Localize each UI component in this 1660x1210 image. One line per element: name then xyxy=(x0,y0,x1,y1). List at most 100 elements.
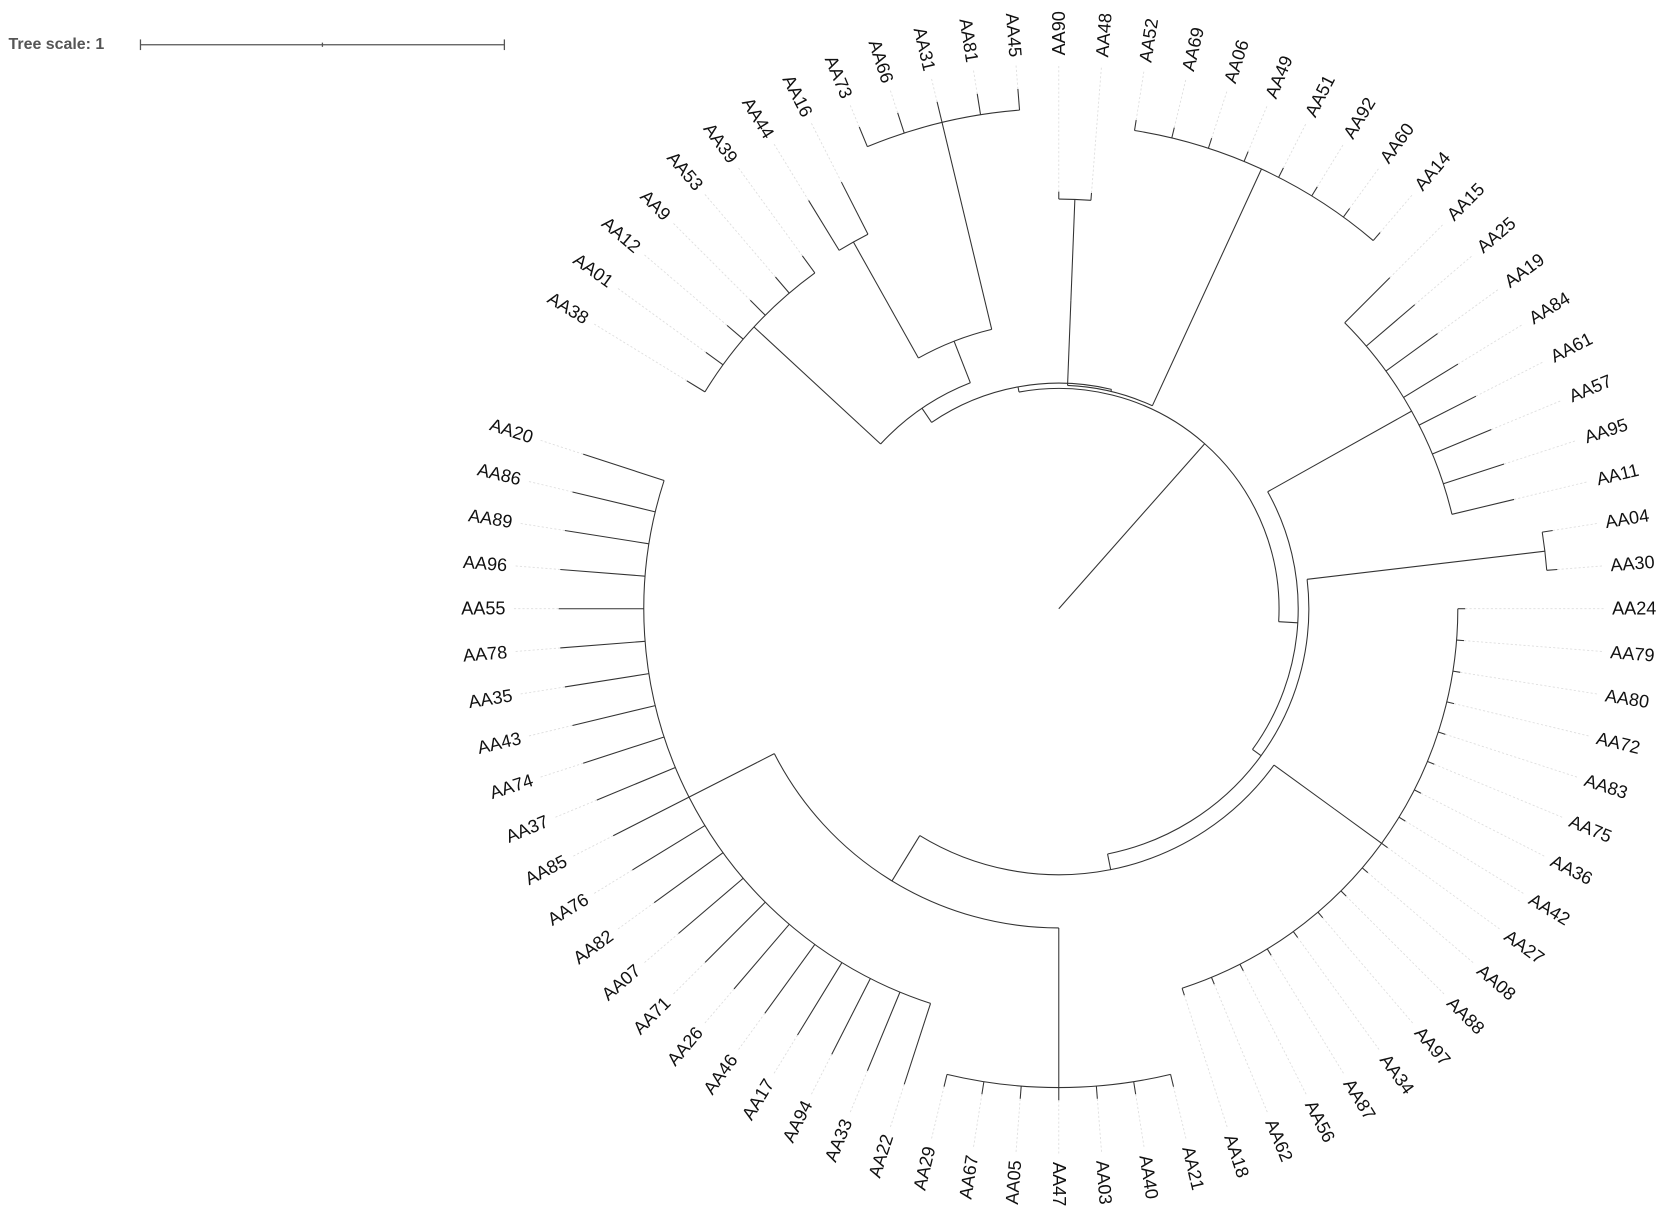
branch-arc xyxy=(1252,491,1299,750)
leaf-guide xyxy=(1513,481,1589,500)
branch xyxy=(1414,789,1422,794)
leaf-guide xyxy=(515,565,561,570)
leaf-guide xyxy=(594,869,633,894)
branch xyxy=(757,753,775,763)
leaf-guide xyxy=(1135,70,1145,121)
leaf-label: AA94 xyxy=(779,1097,817,1145)
leaf-label: AA44 xyxy=(738,94,778,142)
branch xyxy=(859,424,881,445)
branch xyxy=(1443,463,1505,485)
branch xyxy=(840,181,869,235)
leaf-label: AA48 xyxy=(1092,12,1115,58)
leaf-label: AA36 xyxy=(1547,851,1595,889)
branch xyxy=(1095,1086,1098,1099)
branch xyxy=(1210,977,1215,985)
branch xyxy=(1432,429,1492,455)
branch xyxy=(1403,363,1459,398)
branch xyxy=(1385,333,1438,372)
branch xyxy=(1418,395,1477,426)
leaf-guide xyxy=(1015,65,1019,89)
branch-arc xyxy=(773,753,1059,929)
leaf-guide xyxy=(1367,872,1474,963)
leaf-guide xyxy=(1414,254,1474,305)
leaf-label: AA07 xyxy=(598,960,645,1004)
leaf-label: AA95 xyxy=(1582,415,1630,448)
leaf-label: AA72 xyxy=(1594,728,1642,758)
leaf-label: AA37 xyxy=(503,811,552,846)
branch xyxy=(1456,639,1465,642)
leaf-guide xyxy=(890,90,899,113)
leaf-label: AA79 xyxy=(1610,642,1656,665)
leaf-label: AA38 xyxy=(544,288,592,328)
leaf-label: AA86 xyxy=(475,460,523,490)
branch xyxy=(582,453,665,481)
branch xyxy=(1133,119,1137,131)
leaf-label: AA51 xyxy=(1301,72,1339,120)
leaf-label: AA18 xyxy=(1220,1132,1253,1180)
leaf-guide xyxy=(594,323,688,382)
branch xyxy=(831,978,871,1055)
leaf-guide xyxy=(617,288,707,353)
leaf-guide xyxy=(1316,143,1344,188)
branch xyxy=(1070,199,1076,301)
branch xyxy=(775,276,790,294)
branch xyxy=(981,1081,985,1095)
leaf-label: AA15 xyxy=(1443,179,1488,224)
leaf-guide xyxy=(1387,847,1500,930)
leaf-guide xyxy=(528,481,573,493)
leaf-guide xyxy=(1460,671,1597,695)
branch xyxy=(1361,867,1369,874)
branch-arc xyxy=(1018,387,1280,622)
branch xyxy=(612,796,690,837)
leaf-guide xyxy=(1389,223,1445,278)
leaf-guide xyxy=(1552,523,1597,531)
branch xyxy=(686,380,706,393)
branch xyxy=(1438,731,1446,735)
leaf-label: AA55 xyxy=(461,599,505,619)
branch xyxy=(1372,232,1381,241)
branch xyxy=(943,1074,948,1087)
leaf-label: AA12 xyxy=(598,213,645,257)
branch xyxy=(1107,853,1112,870)
branch xyxy=(1542,529,1553,533)
branch xyxy=(560,568,646,577)
branch xyxy=(1239,964,1244,972)
leaf-guide xyxy=(1211,90,1228,139)
leaf-label: AA22 xyxy=(865,1132,898,1180)
branch-arc xyxy=(1107,579,1310,855)
branch-arc xyxy=(838,233,869,251)
leaf-guide xyxy=(644,933,679,963)
branch xyxy=(572,491,656,513)
leaf-label: AA14 xyxy=(1411,148,1455,195)
leaf-guide xyxy=(811,123,842,183)
branch xyxy=(1307,550,1545,580)
leaf-label: AA45 xyxy=(1002,12,1025,58)
leaf-guide xyxy=(1173,1086,1187,1139)
leaf-label: AA42 xyxy=(1525,889,1573,929)
branch xyxy=(582,736,665,764)
branch xyxy=(632,825,706,871)
branch xyxy=(1451,498,1515,515)
branch xyxy=(1090,192,1093,201)
leaf-guide xyxy=(1457,323,1524,365)
leaf-guide xyxy=(931,78,938,102)
leaf-guide xyxy=(1453,703,1589,737)
branch xyxy=(705,351,724,366)
branch xyxy=(1170,1074,1175,1087)
leaf-guide xyxy=(1283,123,1307,169)
leaf-label: AA34 xyxy=(1376,1051,1418,1099)
branch xyxy=(1019,1086,1022,1099)
leaf-guide xyxy=(1135,1094,1145,1147)
branch xyxy=(1058,443,1206,610)
leaf-label: AA11 xyxy=(1594,460,1640,489)
branch xyxy=(1446,701,1455,705)
branch xyxy=(749,299,766,316)
leaf-guide xyxy=(773,143,809,201)
leaf-guide xyxy=(1096,1098,1102,1152)
leaf-label: AA43 xyxy=(475,728,523,758)
leaf-label: AA25 xyxy=(1473,213,1520,257)
branch xyxy=(1344,277,1391,324)
leaf-label: AA20 xyxy=(487,415,535,448)
leaf-label: AA73 xyxy=(821,53,856,102)
branch xyxy=(1398,816,1406,822)
